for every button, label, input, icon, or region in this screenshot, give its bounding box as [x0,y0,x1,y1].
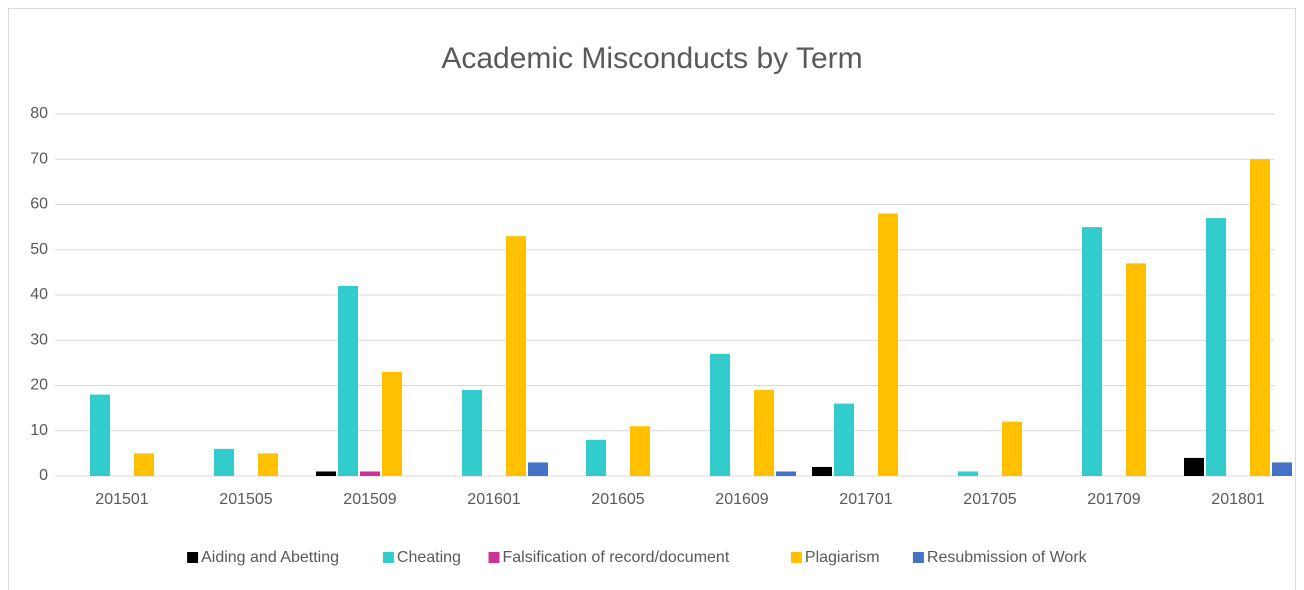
legend-label: Falsification of record/document [503,549,730,566]
x-tick-label: 201605 [591,491,644,508]
legend-swatch [488,552,500,563]
x-tick-label: 201801 [1211,491,1264,508]
bar [506,236,526,476]
x-tick-label: 201701 [839,491,892,508]
y-tick-label: 40 [30,286,48,303]
bar [1206,218,1226,476]
bar [776,471,796,476]
bar [630,426,650,476]
bar [134,453,154,476]
bar [1126,263,1146,476]
legend-swatch [912,552,924,563]
y-tick-label: 50 [30,241,48,258]
bar [710,353,730,476]
bar [1002,421,1022,476]
y-tick-label: 0 [39,467,48,484]
y-tick-label: 70 [30,150,48,167]
y-tick-label: 30 [30,331,48,348]
bar [878,213,898,477]
x-tick-label: 201501 [95,491,148,508]
bar [1272,462,1292,476]
bar [958,471,978,476]
legend-swatch [790,552,802,563]
bar [754,390,774,476]
y-tick-label: 10 [30,422,48,439]
bar [812,466,832,476]
x-tick-label: 201705 [963,491,1016,508]
x-tick-label: 201609 [715,491,768,508]
bar [360,471,380,476]
bar [1184,457,1204,476]
legend-label: Cheating [397,549,461,566]
y-tick-label: 60 [30,196,48,213]
bar [586,439,606,476]
chart-border [8,8,1296,590]
legend-label: Resubmission of Work [927,549,1088,566]
bar [1082,227,1102,476]
bar [462,390,482,476]
x-tick-label: 201709 [1087,491,1140,508]
x-tick-label: 201509 [343,491,396,508]
y-tick-label: 80 [30,105,48,122]
y-tick-label: 20 [30,377,48,394]
x-tick-label: 201505 [219,491,272,508]
bar [214,448,234,476]
legend-label: Aiding and Abetting [201,549,339,566]
bar [90,394,110,476]
legend-swatch [187,552,199,563]
bar [382,371,402,476]
bar [528,462,548,476]
legend-label: Plagiarism [805,549,880,566]
bar [1250,159,1270,476]
bar [316,471,336,476]
legend-swatch [382,552,394,563]
x-tick-label: 201601 [467,491,520,508]
bar [834,403,854,476]
chart-title: Academic Misconducts by Term [441,42,862,75]
bar [338,285,358,476]
bar [258,453,278,476]
